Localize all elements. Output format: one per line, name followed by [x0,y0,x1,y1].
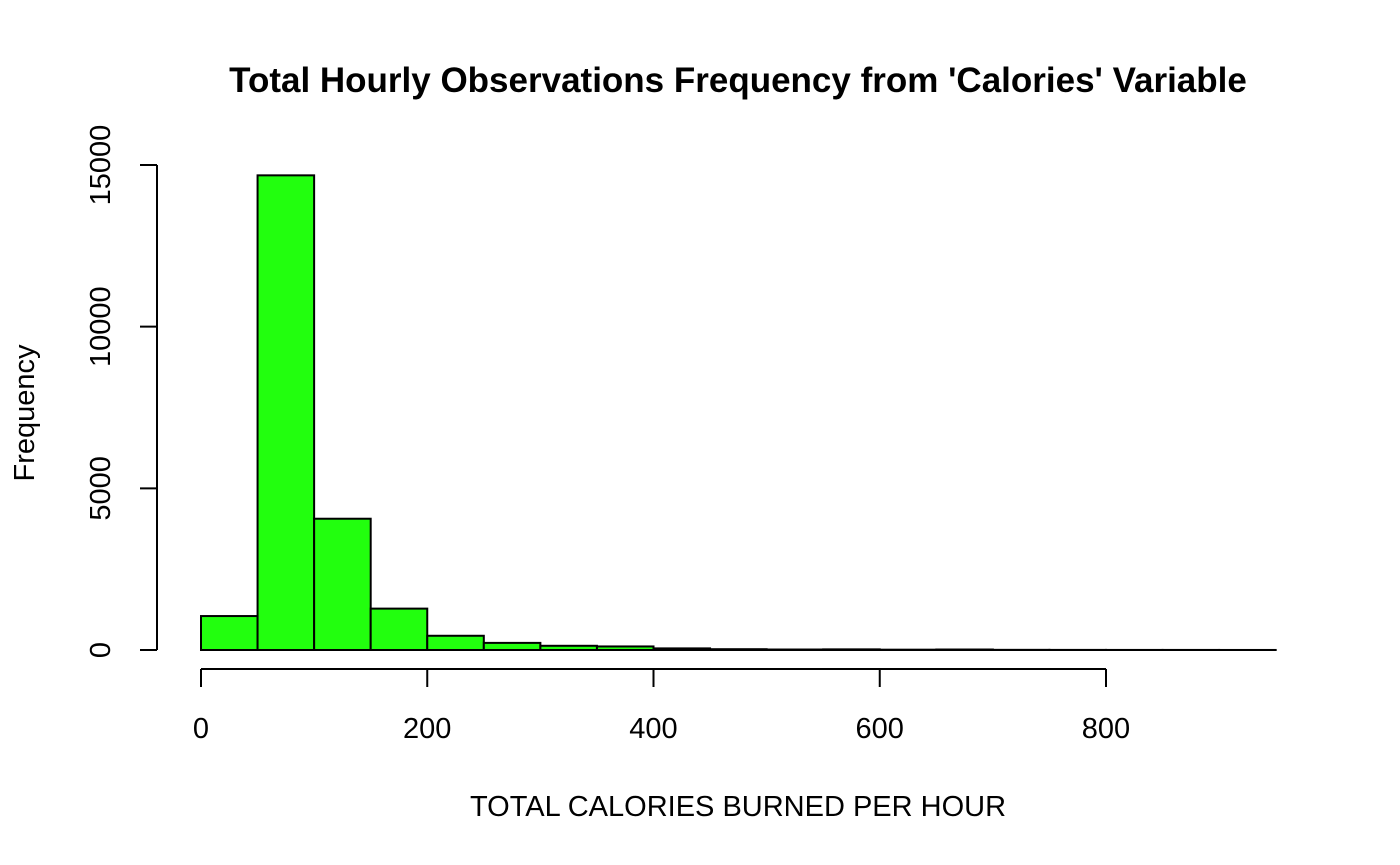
y-tick-label-2: 10000 [85,286,117,367]
y-tick-label-1: 5000 [85,456,117,521]
histogram-bar-4 [426,634,485,651]
histogram-bar-1 [256,174,316,651]
y-tick-label-3: 15000 [85,125,117,206]
histogram-bar-2 [313,517,372,652]
chart-title: Total Hourly Observations Frequency from… [229,61,1247,100]
x-tick-label-3: 600 [856,713,904,745]
histogram-bar-11 [822,648,881,651]
y-ticks-group: 0 5000 10000 15000 [85,125,157,658]
histogram-bar-3 [369,607,429,652]
y-axis-label: Frequency [9,344,41,482]
x-tick-label-0: 0 [193,713,209,745]
histogram-bar-6 [539,644,598,652]
histogram-bar-8 [652,647,712,652]
histogram-bar-5 [482,641,542,651]
histogram-bar-9 [709,648,768,651]
x-tick-label-4: 800 [1082,713,1130,745]
x-tick-label-1: 200 [403,713,451,745]
x-tick-label-2: 400 [629,713,677,745]
bars-group [200,174,1277,652]
y-tick-label-0: 0 [85,642,117,658]
histogram-bar-0 [200,615,259,651]
x-axis-label: TOTAL CALORIES BURNED PER HOUR [470,791,1006,823]
x-ticks-group: 0 200 400 600 800 [193,669,1130,745]
histogram-bar-7 [595,645,655,652]
